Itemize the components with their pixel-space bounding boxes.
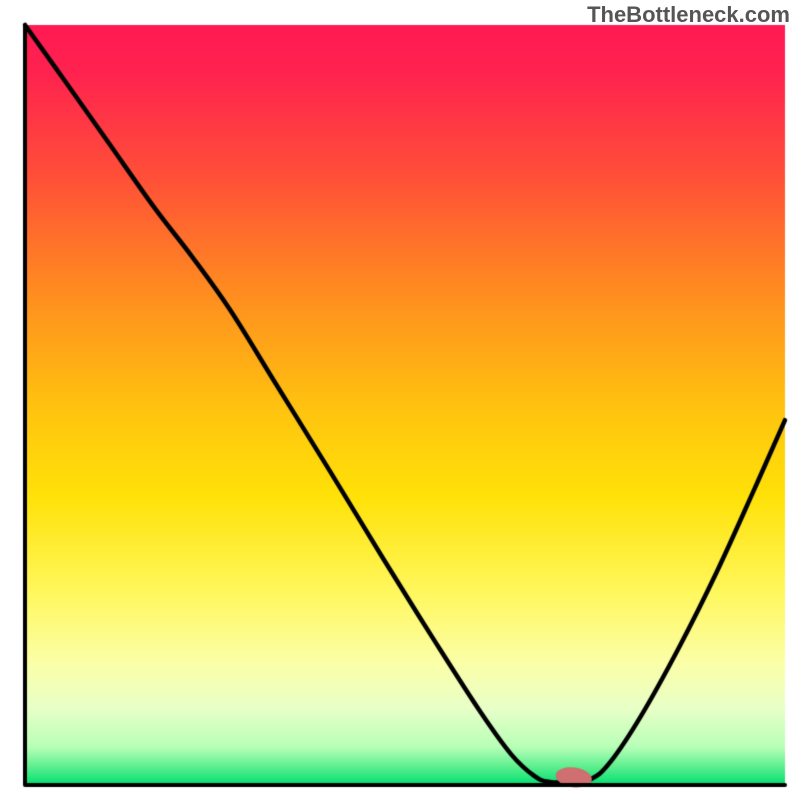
- chart-container: TheBottleneck.com: [0, 0, 800, 800]
- watermark-label: TheBottleneck.com: [587, 2, 790, 28]
- bottleneck-chart-canvas: [0, 0, 800, 800]
